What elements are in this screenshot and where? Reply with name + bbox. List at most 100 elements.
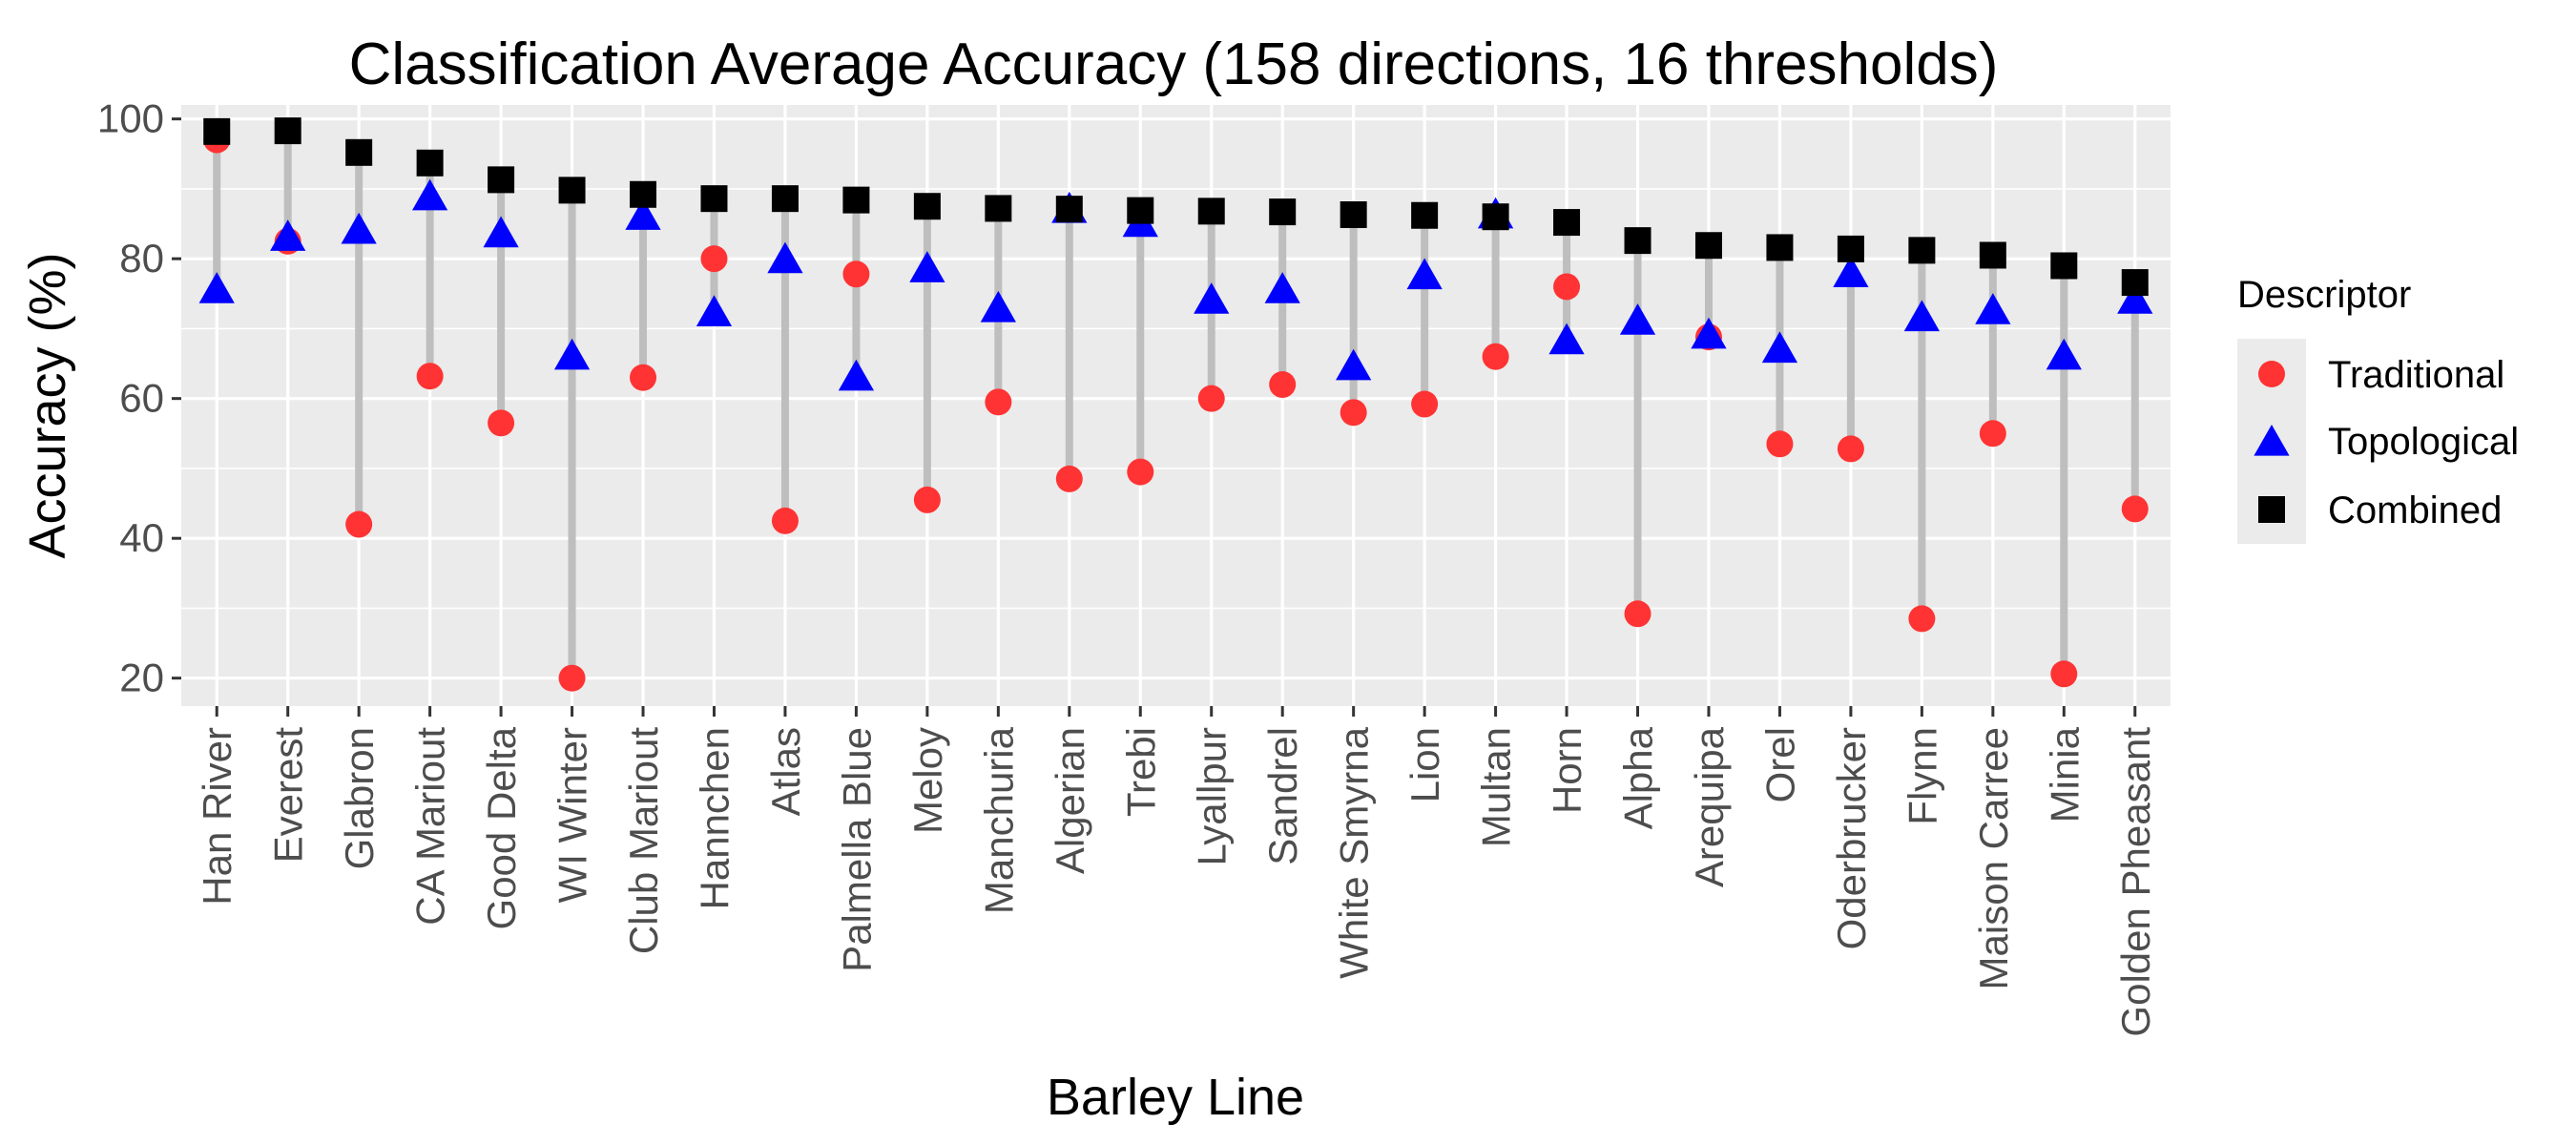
traditional-point [488,409,515,437]
traditional-point [1269,371,1297,399]
x-tick-label: Flynn [1900,727,1944,825]
legend-label: Combined [2328,489,2502,531]
combined-point [1127,197,1154,224]
topological-point [909,251,945,282]
topological-point [483,216,519,248]
traditional-point [1340,399,1367,427]
combined-point [1197,198,1225,225]
topological-point [270,219,306,251]
combined-point [1482,203,1509,231]
combined-point [1979,241,2006,269]
combined-point [1908,237,1936,264]
x-tick-label: Everest [266,727,311,864]
x-tick-label: Alpha [1616,726,1661,829]
traditional-point [2050,660,2078,688]
combined-point [203,117,231,145]
chart-title: Classification Average Accuracy (158 dir… [349,31,1999,97]
traditional-point [345,510,373,538]
traditional-point [913,486,941,513]
combined-point [1340,201,1367,229]
traditional-point [630,364,657,391]
combined-point [345,138,373,166]
y-tick-label: 60 [119,376,164,421]
x-tick-label: Algerian [1048,727,1092,874]
traditional-point [1979,420,2006,448]
x-tick-label: Orel [1757,727,1802,802]
combined-point [2050,252,2078,280]
combined-point [700,185,728,213]
combined-point [1411,201,1439,229]
traditional-point [1127,458,1154,486]
x-tick-label: Maison Carree [1971,727,2016,989]
topological-point [1833,256,1869,287]
legend-key-traditional [2258,361,2285,387]
y-tick-label: 100 [97,96,164,141]
traditional-point [1055,465,1083,492]
traditional-point [1482,343,1509,370]
topological-point [412,178,448,211]
x-tick-label: CA Mariout [408,727,453,926]
combined-point [1694,232,1722,260]
combined-point [1055,196,1083,223]
traditional-point [985,388,1012,416]
combined-point [630,180,657,208]
x-tick-label: Palmella Blue [834,727,879,972]
x-tick-label: Lyallpur [1190,727,1235,866]
topological-point [980,290,1016,323]
topological-point [625,198,661,230]
legend-key-topological [2254,425,2290,456]
combined-point [1269,198,1297,226]
combined-point [1766,234,1794,261]
x-tick-label: Arequipa [1687,726,1732,887]
x-tick-label: Glabron [337,727,382,869]
topological-point [553,338,591,370]
combined-point [771,185,799,213]
x-tick-label: White Smyrna [1332,726,1377,978]
x-tick-label: Meloy [905,727,950,834]
combined-point [1837,235,1864,262]
x-tick-label: Multan [1474,727,1519,847]
combined-point [2121,269,2149,297]
topological-point [1336,348,1372,381]
x-tick-label: WI Winter [551,727,595,903]
y-axis: 20 40 60 80 100 [97,96,181,700]
topological-point [838,359,875,391]
x-tick-label: Oderbrucker [1829,727,1874,949]
traditional-point [416,363,444,390]
y-tick-label: 40 [119,515,164,560]
combined-point [1624,227,1652,255]
legend: Descriptor Traditional Topological Combine… [2237,274,2519,544]
traditional-point [842,260,870,288]
combined-series [203,117,2149,297]
x-tick-label: Atlas [763,727,808,816]
x-tick-label: Manchuria [976,726,1021,914]
y-axis-title: Accuracy (%) [19,252,76,558]
topological-series [198,178,2153,391]
topological-point [1548,323,1585,355]
x-tick-label: Lion [1402,727,1447,802]
traditional-point [700,245,728,273]
combined-point [416,149,444,177]
topological-point [696,295,733,326]
topological-point [2046,338,2082,370]
traditional-point [771,507,799,534]
traditional-point [2121,495,2149,523]
combined-point [558,177,586,204]
legend-title: Descriptor [2237,274,2411,316]
combined-point [1553,209,1581,237]
topological-point [1406,258,1443,290]
combined-point [913,193,941,220]
combined-point [985,195,1012,222]
traditional-point [1553,273,1581,301]
topological-point [341,212,377,244]
topological-point [1903,300,1940,332]
traditional-point [1411,390,1439,418]
x-tick-label: Minia [2042,726,2087,822]
traditional-point [1837,435,1864,463]
traditional-series [203,126,2149,692]
legend-key-combined [2258,496,2285,523]
x-axis: Han River Everest Glabron CA Mariout Good De… [195,706,2158,1037]
traditional-point [1908,605,1936,633]
x-tick-label: Trebi [1118,727,1163,817]
